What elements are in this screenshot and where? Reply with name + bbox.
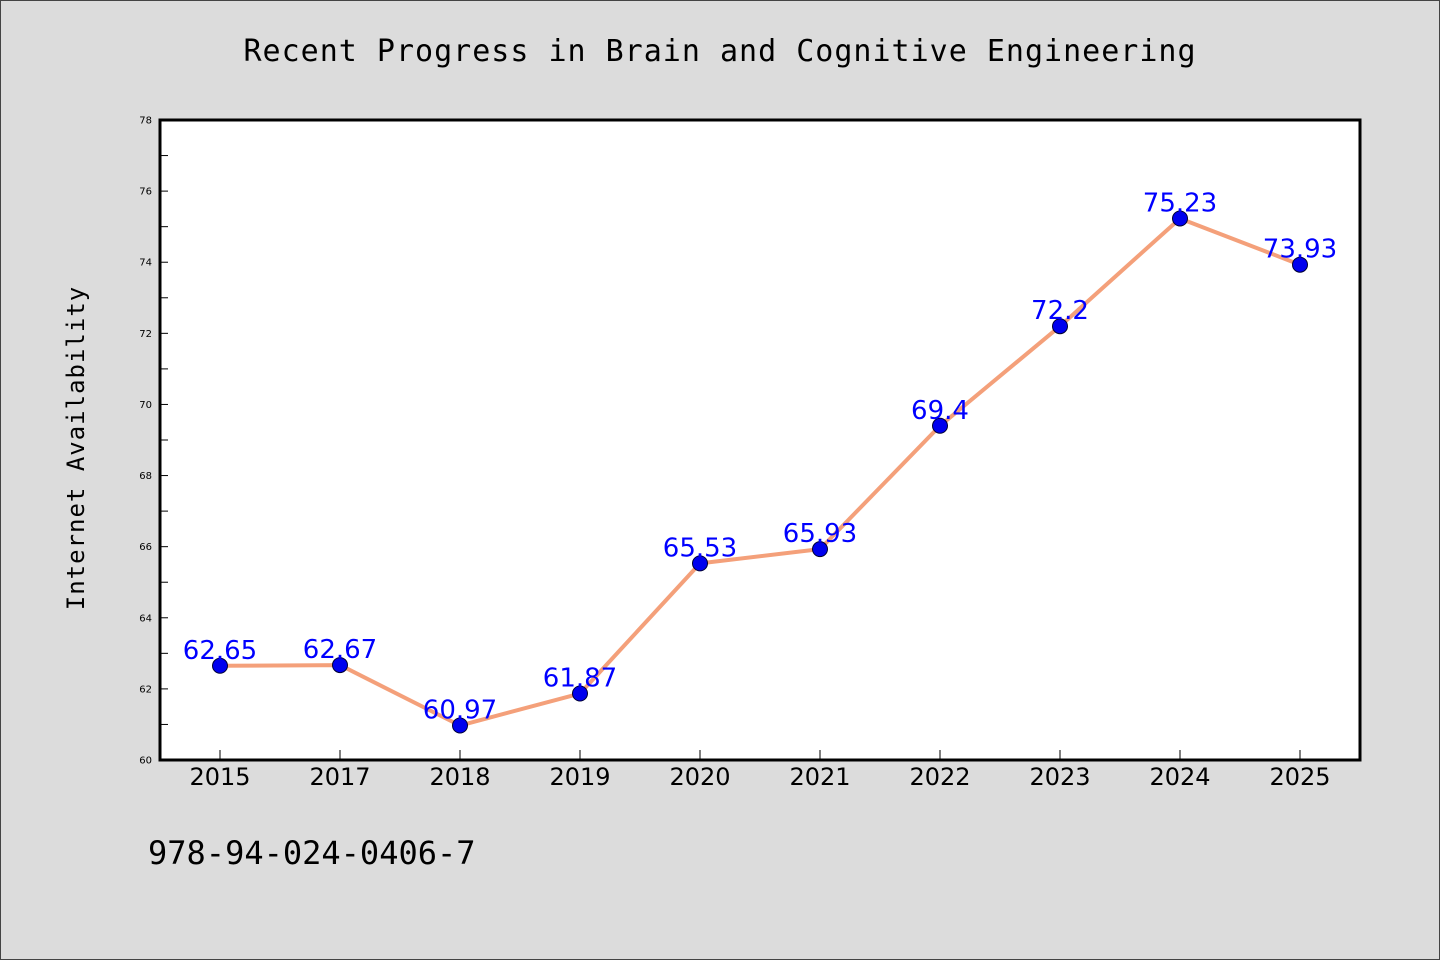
data-label: 62.67: [303, 635, 377, 665]
data-label: 60.97: [423, 696, 497, 726]
y-tick-label: 68: [139, 471, 152, 482]
x-tick-label: 2023: [1029, 763, 1090, 791]
plot-area: [160, 120, 1360, 760]
data-label: 69.4: [911, 396, 969, 426]
data-point: [1292, 256, 1308, 273]
data-label: 72.2: [1031, 296, 1089, 326]
y-tick-label: 78: [139, 116, 152, 127]
y-tick-label: 66: [139, 542, 152, 553]
x-tick-label: 2024: [1149, 763, 1210, 791]
x-tick-label: 2019: [549, 763, 610, 791]
data-label: 75.23: [1143, 188, 1217, 218]
y-tick-label: 72: [139, 329, 152, 340]
data-point: [812, 541, 828, 558]
data-point: [572, 685, 588, 702]
x-tick-label: 2021: [789, 763, 850, 791]
y-tick-label: 76: [139, 187, 152, 198]
data-label: 62.65: [183, 636, 257, 666]
y-tick-label: 70: [139, 400, 152, 411]
data-label: 73.93: [1263, 235, 1337, 265]
plot-border: [158, 118, 1362, 762]
x-tick-label: 2022: [909, 763, 970, 791]
data-point: [1052, 318, 1068, 335]
data-point: [692, 555, 708, 572]
data-point: [332, 657, 348, 674]
y-tick-label: 64: [139, 613, 152, 624]
y-tick-label: 60: [139, 756, 152, 767]
x-tick-label: 2018: [429, 763, 490, 791]
x-tick-label: 2025: [1269, 763, 1330, 791]
y-tick-label: 74: [139, 258, 152, 269]
series-line: [218, 216, 1302, 728]
x-tick-label: 2017: [309, 763, 370, 791]
x-tick-label: 2015: [189, 763, 250, 791]
chart-title: Recent Progress in Brain and Cognitive E…: [243, 34, 1197, 69]
data-point: [932, 417, 948, 434]
data-label: 65.53: [663, 533, 737, 563]
data-point: [1172, 210, 1188, 227]
data-label: 65.93: [783, 519, 857, 549]
y-tick-label: 62: [139, 684, 152, 695]
data-point: [452, 717, 468, 734]
footer-code: 978-94-024-0406-7: [148, 834, 476, 872]
x-tick-label: 2020: [669, 763, 730, 791]
data-point: [212, 657, 228, 674]
data-label: 61.87: [543, 664, 617, 694]
